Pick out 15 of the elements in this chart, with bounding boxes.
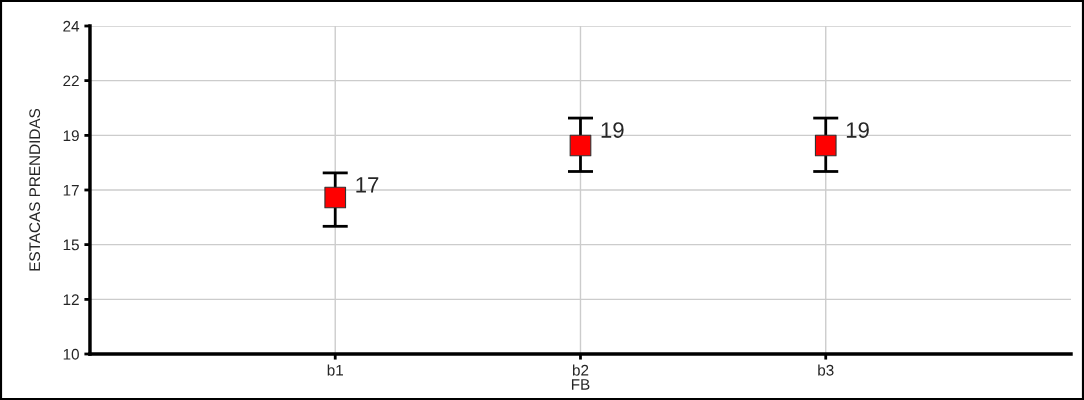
y-tick-label: 17 xyxy=(63,185,79,196)
y-axis-title: ESTACAS PRENDIDAS xyxy=(29,108,41,271)
x-axis-title: FB xyxy=(571,379,590,390)
data-label: 19 xyxy=(601,122,624,138)
y-tick-label: 22 xyxy=(63,75,79,87)
y-tick-label: 10 xyxy=(63,348,79,360)
y-tick-label: 15 xyxy=(63,239,79,251)
y-tick-label: 12 xyxy=(63,294,79,305)
data-label: 17 xyxy=(356,177,379,193)
y-tick-label: 19 xyxy=(63,130,79,142)
x-tick-label: b2 xyxy=(572,364,589,376)
x-tick-label: b1 xyxy=(327,364,343,376)
x-tick-label: b3 xyxy=(818,364,834,376)
y-tick-label: 24 xyxy=(63,20,80,32)
data-label: 19 xyxy=(846,122,869,138)
